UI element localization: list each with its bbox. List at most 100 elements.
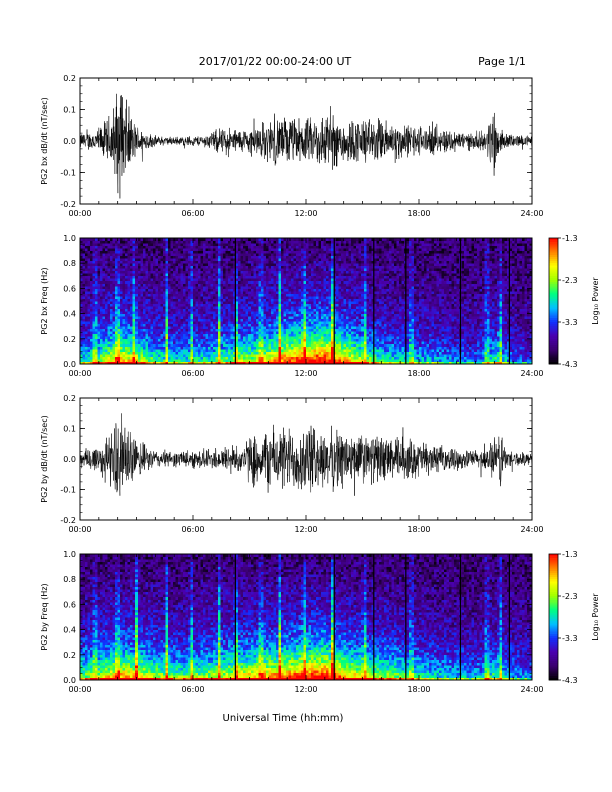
spectrogram-cell <box>303 326 306 329</box>
spectrogram-cell <box>301 298 304 301</box>
spectrogram-cell <box>268 339 271 342</box>
spectrogram-cell <box>218 344 221 347</box>
spectrogram-cell <box>236 321 239 324</box>
spectrogram-cell <box>236 331 239 334</box>
spectrogram-cell <box>145 339 148 342</box>
spectrogram-cell <box>113 248 116 251</box>
spectrogram-cell <box>263 359 266 362</box>
spectrogram-cell <box>135 314 138 317</box>
spectrogram-cell <box>273 268 276 271</box>
spectrogram-cell <box>271 241 274 244</box>
spectrogram-cell <box>143 304 146 307</box>
spectrogram-cell <box>303 336 306 339</box>
spectrogram-cell <box>218 316 221 319</box>
spectrogram-cell <box>110 316 113 319</box>
spectrogram-cell <box>93 329 96 332</box>
spectrogram-cell <box>108 304 111 307</box>
spectrogram-cell <box>120 326 123 329</box>
spectrogram-cell <box>271 336 274 339</box>
spectrogram-cell <box>283 288 286 291</box>
spectrogram-cell <box>123 271 126 274</box>
spectrogram-cell <box>85 243 88 246</box>
spectrogram-cell <box>160 321 163 324</box>
spectrogram-cell <box>238 301 241 304</box>
spectrogram-cell <box>93 301 96 304</box>
spectrogram-cell <box>113 276 116 279</box>
spectrogram-cell <box>183 246 186 249</box>
spectrogram-cell <box>203 256 206 259</box>
spectrogram-cell <box>303 251 306 254</box>
spectrogram-cell <box>95 341 98 344</box>
spectrogram-cell <box>226 248 229 251</box>
spectrogram-cell <box>130 256 133 259</box>
spectrogram-cell <box>93 268 96 271</box>
spectrogram-cell <box>88 356 91 359</box>
spectrogram-cell <box>90 306 93 309</box>
spectrogram-cell <box>253 283 256 286</box>
spectrogram-cell <box>311 356 314 359</box>
spectrogram-cell <box>165 298 168 301</box>
spectrogram-cell <box>158 331 161 334</box>
spectrogram-cell <box>314 256 317 259</box>
spectrogram-cell <box>130 356 133 359</box>
spectrogram-cell <box>98 288 101 291</box>
spectrogram-cell <box>168 276 171 279</box>
spectrogram-cell <box>273 351 276 354</box>
spectrogram-cell <box>95 344 98 347</box>
spectrogram-cell <box>273 334 276 337</box>
spectrogram-cell <box>163 246 166 249</box>
spectrogram-cell <box>268 271 271 274</box>
spectrogram-cell <box>133 263 136 266</box>
spectrogram-cell <box>211 351 214 354</box>
spectrogram-cell <box>228 251 231 254</box>
spectrogram-cell <box>258 336 261 339</box>
spectrogram-cell <box>150 293 153 296</box>
spectrogram-cell <box>100 321 103 324</box>
spectrogram-cell <box>190 288 193 291</box>
spectrogram-cell <box>113 253 116 256</box>
spectrogram-cell <box>218 251 221 254</box>
spectrogram-cell <box>193 271 196 274</box>
spectrogram-cell <box>309 324 312 327</box>
spectrogram-cell <box>103 298 106 301</box>
spectrogram-cell <box>188 246 191 249</box>
spectrogram-cell <box>256 351 259 354</box>
spectrogram-cell <box>256 296 259 299</box>
spectrogram-cell <box>196 334 199 337</box>
spectrogram-cell <box>201 261 204 264</box>
spectrogram-cell <box>296 319 299 322</box>
spectrogram-cell <box>93 336 96 339</box>
spectrogram-cell <box>298 321 301 324</box>
spectrogram-cell <box>170 309 173 312</box>
spectrogram-cell <box>105 268 108 271</box>
spectrogram-cell <box>115 291 118 294</box>
spectrogram-cell <box>253 293 256 296</box>
spectrogram-cell <box>190 251 193 254</box>
spectrogram-cell <box>175 309 178 312</box>
spectrogram-cell <box>321 256 324 259</box>
spectrogram-cell <box>130 329 133 332</box>
spectrogram-cell <box>155 354 158 357</box>
spectrogram-cell <box>150 248 153 251</box>
spectrogram-cell <box>296 329 299 332</box>
spectrogram-cell <box>258 286 261 289</box>
spectrogram-cell <box>293 243 296 246</box>
spectrogram-cell <box>231 286 234 289</box>
spectrogram-cell <box>185 331 188 334</box>
spectrogram-cell <box>311 288 314 291</box>
spectrogram-cell <box>93 359 96 362</box>
spectrogram-cell <box>228 336 231 339</box>
spectrogram-cell <box>95 293 98 296</box>
spectrogram-cell <box>100 278 103 281</box>
spectrogram-cell <box>286 321 289 324</box>
spectrogram-cell <box>153 263 156 266</box>
spectrogram-cell <box>278 349 281 352</box>
spectrogram-cell <box>100 268 103 271</box>
spectrogram-cell <box>206 319 209 322</box>
spectrogram-cell <box>256 248 259 251</box>
spectrogram-cell <box>228 261 231 264</box>
spectrogram-cell <box>178 344 181 347</box>
spectrogram-cell <box>85 253 88 256</box>
spectrogram-cell <box>276 261 279 264</box>
spectrogram-cell <box>238 293 241 296</box>
